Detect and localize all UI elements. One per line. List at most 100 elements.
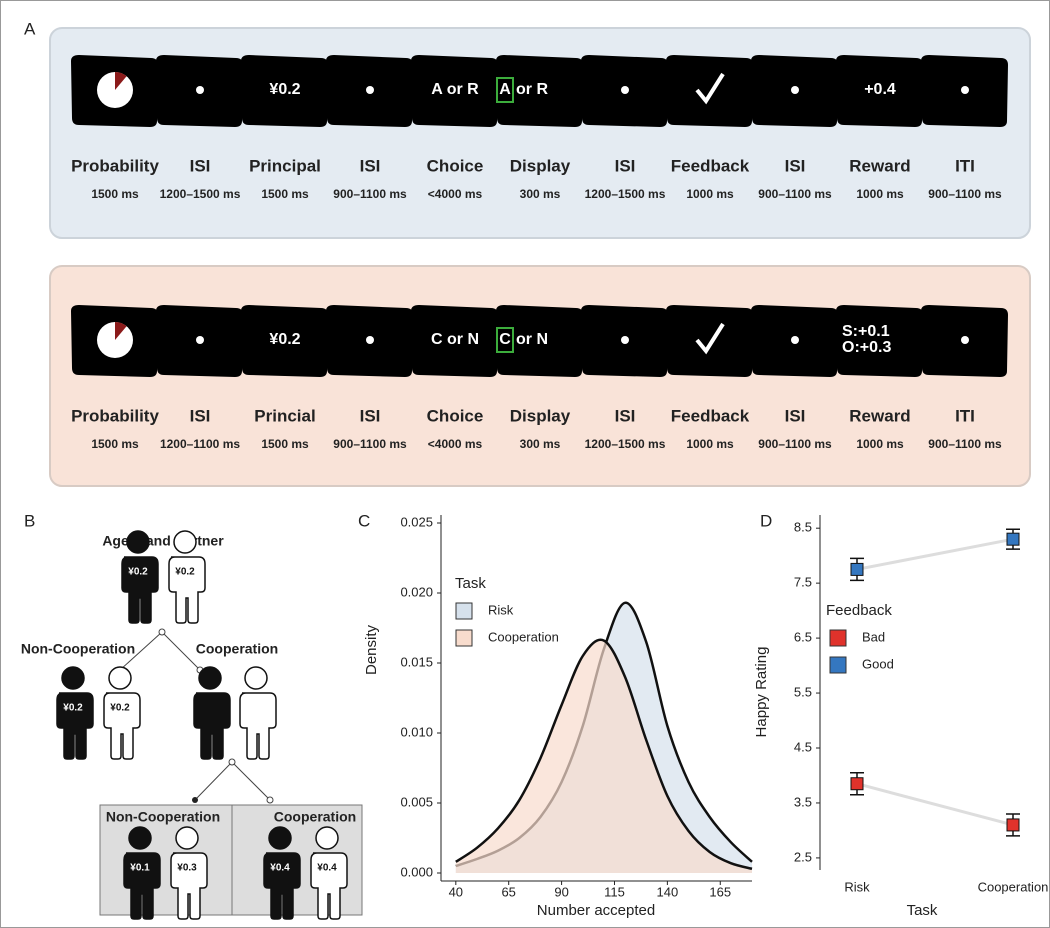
step-duration: <4000 ms — [428, 187, 483, 201]
fixation-dot — [791, 336, 799, 344]
amount: ¥0.3 — [177, 863, 197, 874]
step-duration: 1200–1500 ms — [585, 437, 666, 451]
step-label: Display — [510, 156, 571, 175]
person-head — [174, 531, 196, 553]
person-head — [269, 827, 291, 849]
legend-swatch — [456, 630, 472, 646]
y-tick-label: 6.5 — [794, 630, 812, 645]
screen-text: or R — [516, 81, 548, 98]
step-label: ISI — [785, 156, 806, 175]
x-tick-label: 90 — [554, 884, 568, 899]
y-tick-label: 0.020 — [400, 584, 433, 599]
step-label: ISI — [360, 156, 381, 175]
step-label: Reward — [849, 156, 910, 175]
step-label: ISI — [615, 406, 636, 425]
y-tick-label: 0.015 — [400, 654, 433, 669]
x-tick-label: Cooperation — [978, 879, 1049, 894]
point — [851, 563, 863, 575]
fixation-dot — [621, 86, 629, 94]
legend-title: Feedback — [826, 602, 892, 619]
panel-label: C — [358, 511, 370, 530]
step-duration: 300 ms — [520, 187, 561, 201]
step-duration: 900–1100 ms — [758, 187, 832, 201]
screen — [666, 305, 753, 377]
person-head — [109, 667, 131, 689]
legend-label: Cooperation — [488, 629, 559, 644]
fixation-dot — [196, 86, 204, 94]
x-axis-title: Task — [907, 902, 938, 919]
y-tick-label: 0.010 — [400, 724, 433, 739]
x-tick-label: 40 — [449, 884, 463, 899]
legend-swatch — [830, 657, 846, 673]
step-duration: 900–1100 ms — [928, 187, 1002, 201]
branch-label: Cooperation — [196, 641, 278, 657]
point — [851, 778, 863, 790]
legend-title: Task — [455, 575, 486, 592]
step-duration: 1500 ms — [261, 187, 309, 201]
step-duration: 1500 ms — [91, 187, 139, 201]
figure: A B Agent and Partner Non-Cooperation Co… — [0, 0, 1050, 928]
y-tick-label: 7.5 — [794, 575, 812, 590]
step-duration: 1200–1500 ms — [585, 187, 666, 201]
y-tick-label: 8.5 — [794, 520, 812, 535]
person-head — [199, 667, 221, 689]
panel-label: A — [24, 19, 36, 38]
screen-text: C — [499, 331, 511, 348]
step-label: Display — [510, 406, 571, 425]
step-duration: 300 ms — [520, 437, 561, 451]
screen-text: O:+0.3 — [842, 339, 891, 356]
tree-node — [267, 797, 273, 803]
step-label: Choice — [427, 406, 484, 425]
branch-label: Non-Cooperation — [21, 641, 135, 657]
y-tick-label: 0.000 — [400, 864, 433, 879]
step-duration: <4000 ms — [428, 437, 483, 451]
screen-text: C or N — [431, 331, 479, 348]
screen-text: A or R — [431, 81, 479, 98]
fixation-dot — [196, 336, 204, 344]
y-axis-title: Happy Rating — [753, 647, 770, 738]
tree-node — [229, 759, 235, 765]
legend-swatch — [830, 630, 846, 646]
step-duration: 1000 ms — [856, 437, 904, 451]
branch-label: Cooperation — [274, 809, 356, 825]
amount: ¥0.2 — [128, 567, 148, 578]
x-tick-label: Risk — [844, 879, 870, 894]
y-tick-label: 2.5 — [794, 849, 812, 864]
panel-label: D — [760, 511, 772, 530]
step-duration: 900–1100 ms — [333, 187, 407, 201]
step-label: Reward — [849, 406, 910, 425]
screen-text: ¥0.2 — [269, 331, 300, 348]
fixation-dot — [621, 336, 629, 344]
screen-text: A — [499, 81, 511, 98]
fixation-dot — [366, 336, 374, 344]
step-label: ITI — [955, 406, 975, 425]
step-label: ITI — [955, 156, 975, 175]
step-duration: 1200–1500 ms — [160, 187, 241, 201]
amount: ¥0.2 — [110, 703, 130, 714]
amount: ¥0.4 — [270, 863, 290, 874]
step-label: Principal — [249, 156, 321, 175]
step-label: Feedback — [671, 156, 750, 175]
step-duration: 1000 ms — [686, 187, 734, 201]
legend-swatch — [456, 603, 472, 619]
branch-label: Non-Cooperation — [106, 809, 220, 825]
y-tick-label: 3.5 — [794, 794, 812, 809]
y-tick-label: 5.5 — [794, 684, 812, 699]
tree-node — [192, 797, 198, 803]
step-label: Princial — [254, 406, 315, 425]
step-duration: 1200–1100 ms — [160, 437, 240, 451]
step-label: Probability — [71, 156, 159, 175]
step-duration: 1500 ms — [261, 437, 309, 451]
x-tick-label: 65 — [501, 884, 515, 899]
step-duration: 1500 ms — [91, 437, 139, 451]
amount: ¥0.2 — [175, 567, 195, 578]
x-tick-label: 140 — [657, 884, 679, 899]
amount: ¥0.1 — [130, 863, 150, 874]
person-head — [127, 531, 149, 553]
person-head — [129, 827, 151, 849]
legend-label: Good — [862, 656, 894, 671]
step-label: Feedback — [671, 406, 750, 425]
person-head — [245, 667, 267, 689]
fixation-dot — [961, 336, 969, 344]
fixation-dot — [366, 86, 374, 94]
